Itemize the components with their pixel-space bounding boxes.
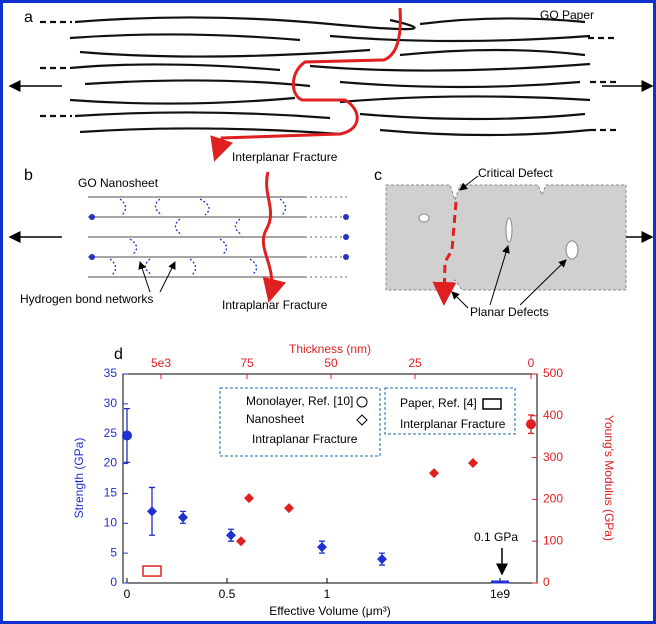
y-tick-label: 30 — [104, 396, 118, 410]
defect-label: Planar Defects — [470, 305, 549, 319]
y-tick-label: 0 — [110, 575, 117, 589]
marker-diamond — [429, 468, 439, 478]
legend-title: Intraplanar Fracture — [252, 432, 358, 446]
marker-diamond — [236, 536, 246, 546]
marker-circle — [526, 419, 536, 429]
marker-diamond — [468, 458, 478, 468]
fracture-label: Interplanar Fracture — [232, 150, 338, 164]
marker-diamond — [317, 542, 327, 552]
panel-label: d — [114, 346, 123, 363]
fracture-label: Intraplanar Fracture — [222, 298, 328, 312]
page: a GO Paper Interplanar Fracture b GO Nan… — [0, 0, 656, 624]
panel-label: b — [24, 167, 33, 184]
y2-tick-label: 100 — [543, 533, 563, 547]
x-tick-label: 0.5 — [219, 587, 236, 601]
panel-label: a — [24, 9, 33, 26]
fracture-path — [263, 172, 271, 297]
annotation: 0.1 GPa — [474, 530, 518, 544]
marker-diamond — [377, 554, 387, 564]
x2-axis-label: Thickness (nm) — [289, 342, 371, 356]
y-axis-label: Strength (GPa) — [72, 438, 86, 519]
y2-tick-label: 0 — [543, 575, 550, 589]
legend-label: Nanosheet — [246, 412, 305, 426]
y2-tick-label: 500 — [543, 366, 563, 380]
marker-rect — [143, 566, 161, 576]
nanosheets — [88, 197, 305, 277]
legend-label: Monolayer, Ref. [10] — [246, 394, 353, 408]
x-tick-label: 1 — [324, 587, 331, 601]
y-tick-label: 20 — [104, 456, 118, 470]
go-paper-sheets — [70, 17, 590, 135]
panel-label: c — [374, 167, 382, 184]
marker-circle — [122, 431, 132, 441]
y-tick-label: 10 — [104, 515, 118, 529]
marker-diamond — [178, 512, 188, 522]
border — [2, 2, 655, 623]
legend-title: Interplanar Fracture — [400, 417, 506, 431]
x-axis-label: Effective Volume (μm³) — [269, 604, 390, 618]
x2-tick-label: 5e3 — [151, 356, 171, 370]
y-tick-label: 5 — [110, 545, 117, 559]
y-tick-label: 35 — [104, 366, 118, 380]
pointer — [452, 292, 468, 308]
x2-tick-label: 50 — [324, 356, 338, 370]
panel-title: GO Nanosheet — [78, 176, 159, 190]
y-tick-label: 15 — [104, 486, 118, 500]
figure: a GO Paper Interplanar Fracture b GO Nan… — [0, 0, 656, 624]
defect-label: Critical Defect — [478, 166, 553, 180]
y2-tick-label: 300 — [543, 450, 563, 464]
bonds-label: Hydrogen bond networks — [20, 292, 153, 306]
marker-diamond — [244, 493, 254, 503]
y2-tick-label: 200 — [543, 492, 563, 506]
x2-tick-label: 75 — [240, 356, 254, 370]
x-tick-label: 1e9 — [490, 587, 510, 601]
legend-marker — [357, 415, 367, 425]
marker-diamond — [284, 503, 294, 513]
x2-tick-label: 0 — [528, 356, 535, 370]
legend-marker — [483, 399, 501, 409]
legend-marker — [357, 397, 367, 407]
marker-diamond — [147, 506, 157, 516]
y2-tick-label: 400 — [543, 408, 563, 422]
marker-diamond — [226, 530, 236, 540]
x-tick-label: 0 — [124, 587, 131, 601]
y-tick-label: 25 — [104, 426, 118, 440]
y2-axis-label: Young's Modulus (GPa) — [602, 415, 616, 541]
legend-label: Paper, Ref. [4] — [400, 396, 477, 410]
x2-tick-label: 25 — [408, 356, 422, 370]
